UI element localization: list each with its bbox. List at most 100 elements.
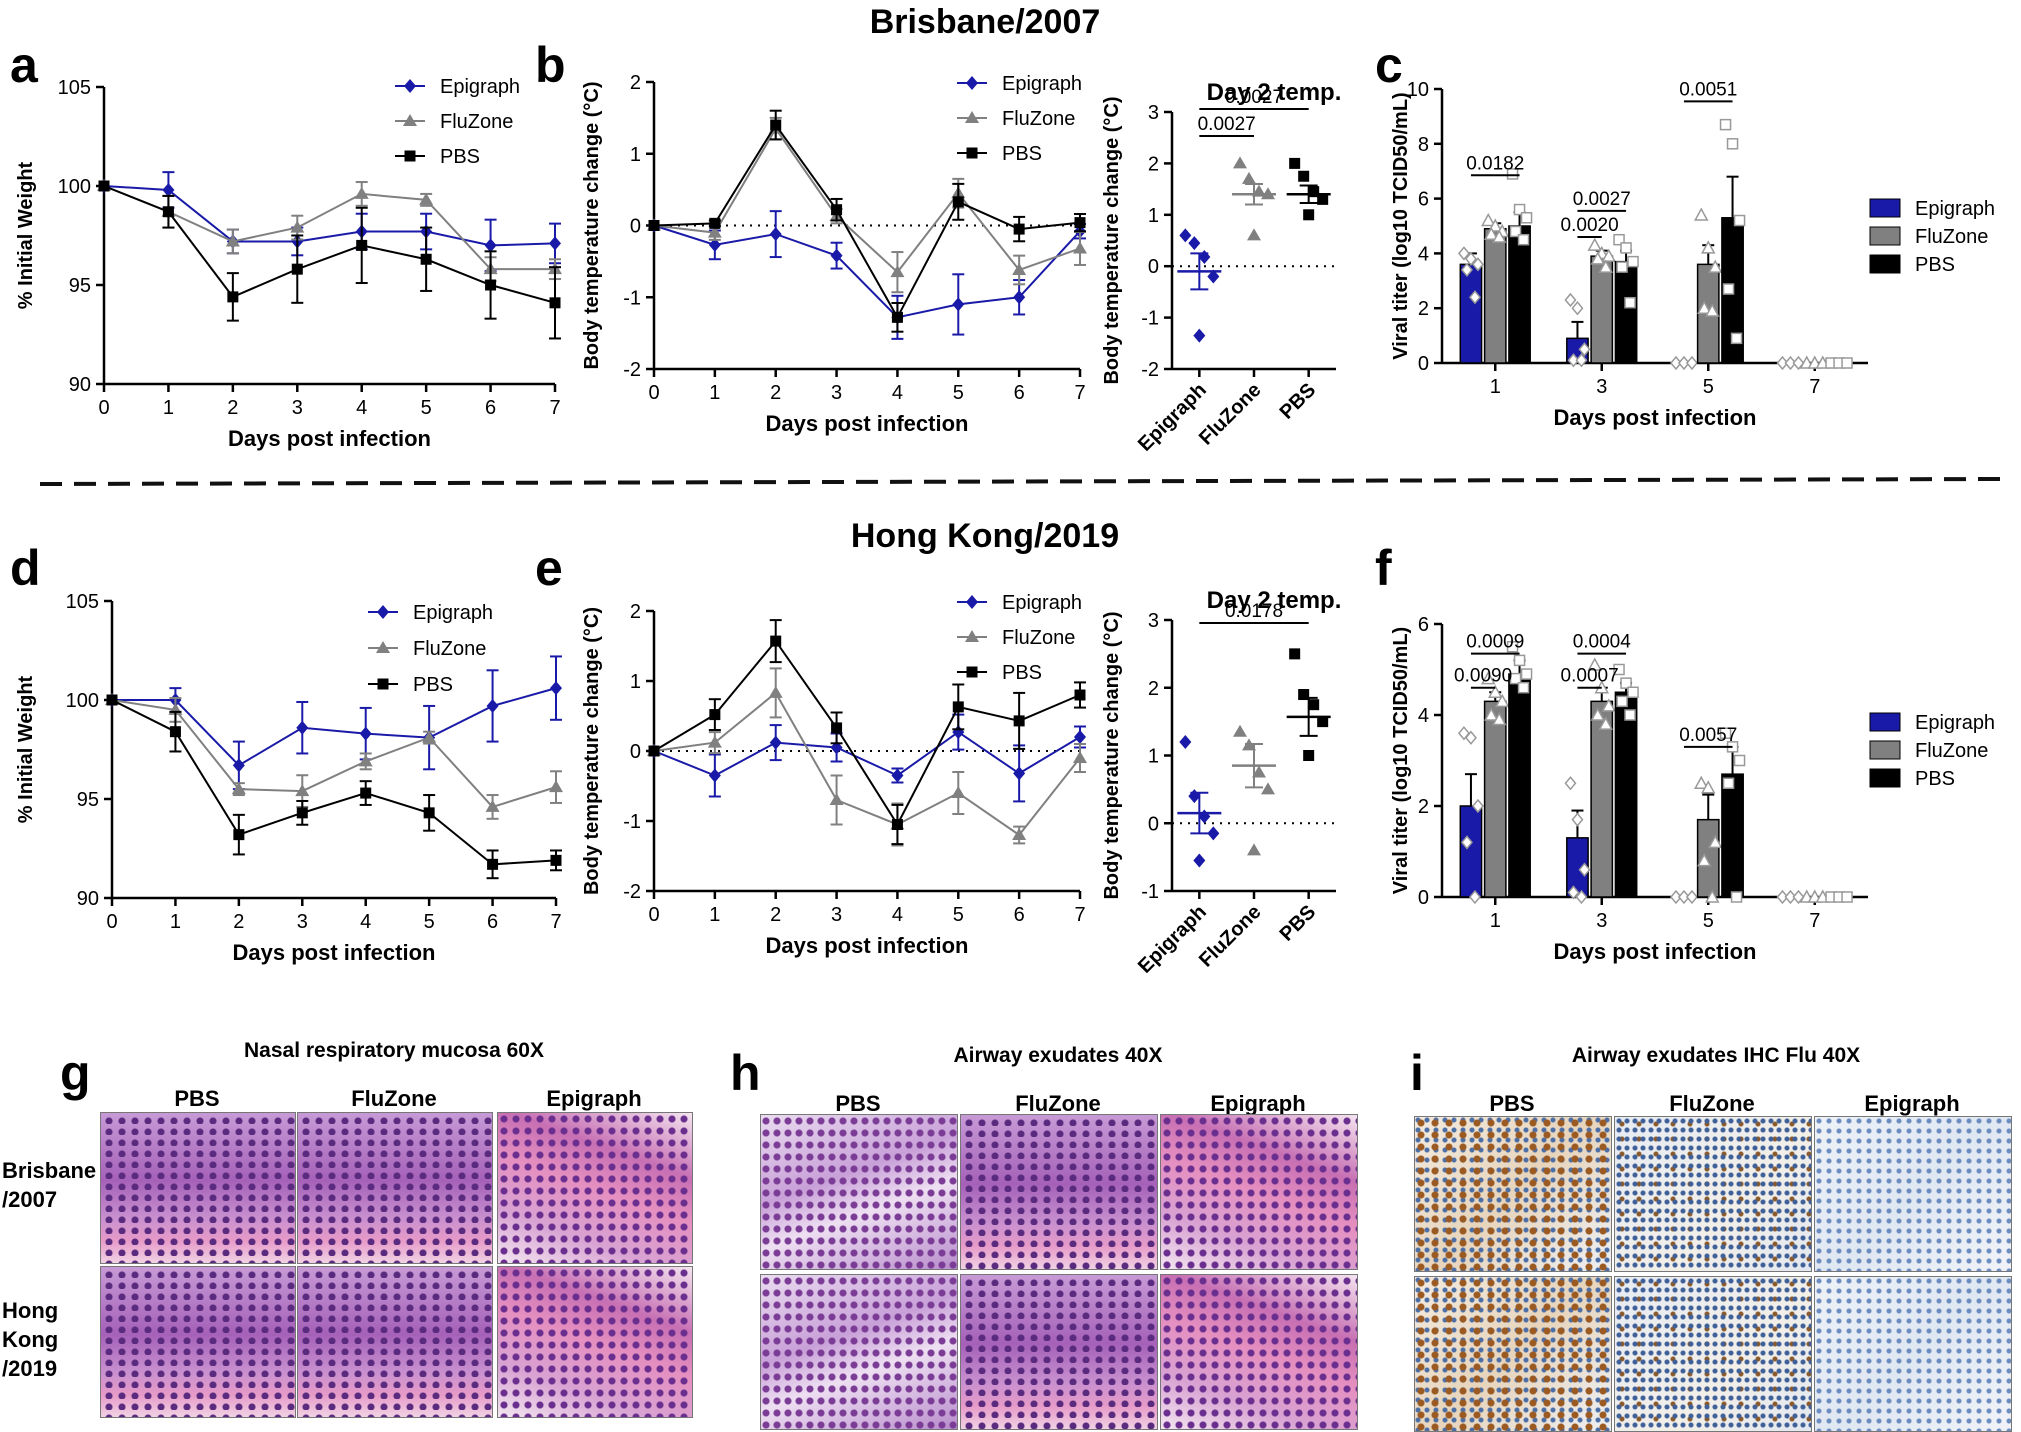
histology-image-h-1-1 xyxy=(960,1274,1158,1430)
legend-marker xyxy=(404,79,416,93)
individual-point xyxy=(1207,826,1220,841)
histology-row-label: Hong xyxy=(2,1298,58,1323)
x-axis-label: Days post infection xyxy=(1554,939,1757,964)
y-tick-label: 105 xyxy=(58,77,91,99)
individual-point xyxy=(1567,353,1580,368)
data-point-fluzone xyxy=(295,784,310,797)
data-point-pbs xyxy=(487,858,499,870)
histology-image-g-0-2 xyxy=(497,1112,693,1264)
histology-column-label-i: FluZone xyxy=(1669,1091,1755,1116)
individual-point xyxy=(1601,698,1617,712)
x-tick-label: 5 xyxy=(1703,376,1714,398)
data-point-epigraph xyxy=(708,237,721,252)
legend-swatch xyxy=(1869,712,1901,732)
x-tick-label: 3 xyxy=(1596,376,1607,398)
individual-point xyxy=(1468,290,1481,305)
data-point-fluzone xyxy=(829,793,844,805)
y-tick-label: 1 xyxy=(1148,746,1159,768)
legend-marker xyxy=(377,678,389,690)
x-tick-label: 0 xyxy=(98,397,109,419)
legend-marker xyxy=(965,111,979,123)
data-point-pbs xyxy=(106,694,118,706)
individual-point xyxy=(1578,342,1591,357)
y-tick-label: 2 xyxy=(630,601,641,623)
data-point-pbs xyxy=(770,635,782,647)
individual-point xyxy=(1308,699,1320,711)
individual-point xyxy=(1627,255,1639,268)
x-tick-label: 1 xyxy=(170,911,181,933)
data-point-fluzone xyxy=(707,225,722,238)
x-tick-label: 2 xyxy=(770,904,781,926)
chart-f-titer-hongkong: 0 2 4 6 Viral titer (log10 TCID50/mL) 1 3 5 7 Day… xyxy=(1390,614,1995,964)
individual-point xyxy=(1491,711,1507,726)
data-point-epigraph xyxy=(769,735,782,750)
x-tick-label: 4 xyxy=(892,904,903,926)
data-point-fluzone xyxy=(290,220,305,233)
individual-point xyxy=(1491,229,1507,243)
bar-fluzone xyxy=(1483,700,1507,898)
individual-point xyxy=(1776,889,1789,905)
individual-point xyxy=(1733,754,1746,767)
individual-point xyxy=(1575,889,1588,905)
data-point-fluzone xyxy=(707,735,722,748)
x-tick-label: 3 xyxy=(831,382,842,404)
x-axis-label: Days post infection xyxy=(1554,405,1757,430)
heading-hongkong: Hong Kong/2019 xyxy=(851,517,1119,555)
individual-point xyxy=(1677,889,1690,905)
data-point-pbs xyxy=(227,291,239,303)
data-point-fluzone xyxy=(1073,241,1087,254)
y-tick-label: 2 xyxy=(1418,298,1429,320)
individual-point xyxy=(1733,214,1746,227)
p-value-label: 0.0009 xyxy=(1466,632,1524,653)
p-value-label: 0.0027 xyxy=(1198,114,1256,135)
y-tick-label: 2 xyxy=(1148,153,1159,175)
individual-point xyxy=(1730,891,1743,903)
histology-image-h-1-0 xyxy=(760,1274,958,1430)
bar-pbs xyxy=(1721,773,1744,898)
data-point-epigraph xyxy=(549,236,561,251)
bar-fluzone xyxy=(1590,700,1614,898)
individual-point xyxy=(1242,171,1256,184)
individual-point xyxy=(1707,834,1723,849)
histology-image-g-1-0 xyxy=(100,1266,296,1418)
series-line-fluzone xyxy=(111,699,557,809)
x-axis-label: Days post infection xyxy=(228,426,431,451)
histology-image-h-0-0 xyxy=(760,1114,958,1270)
chart-d-weight-hongkong: 0 1 2 3 4 5 6 7 Days post infection 90 95 100 105 % I… xyxy=(15,591,563,965)
x-tick-label: 0 xyxy=(648,904,659,926)
legend-marker xyxy=(966,595,978,609)
x-tick-label: 1 xyxy=(709,904,720,926)
individual-point xyxy=(1564,776,1577,791)
y-tick-label: -2 xyxy=(623,881,641,903)
x-tick-label: 7 xyxy=(1809,910,1820,932)
series-line-fluzone xyxy=(653,126,1081,274)
individual-point xyxy=(1704,303,1720,317)
panel-letter-e: e xyxy=(535,540,563,596)
y-tick-label: 100 xyxy=(66,690,99,712)
data-point-fluzone xyxy=(485,799,500,812)
individual-point xyxy=(1188,236,1201,251)
individual-point xyxy=(1471,257,1484,272)
panel-letter-f: f xyxy=(1375,540,1392,596)
individual-point xyxy=(1627,686,1639,698)
individual-point xyxy=(1571,301,1584,316)
data-point-pbs xyxy=(709,217,721,229)
individual-point xyxy=(1517,681,1530,694)
data-point-pbs xyxy=(770,119,782,131)
data-point-epigraph xyxy=(708,768,721,783)
individual-point xyxy=(1571,812,1584,827)
panel-letter-h: h xyxy=(730,1045,761,1101)
data-point-pbs xyxy=(709,709,721,721)
individual-point xyxy=(1468,889,1481,905)
y-tick-label: 3 xyxy=(1148,610,1159,632)
data-point-pbs xyxy=(1013,715,1025,727)
individual-point xyxy=(1506,641,1519,653)
data-point-epigraph xyxy=(952,297,965,312)
x-tick-label: 5 xyxy=(953,904,964,926)
individual-point xyxy=(1575,353,1588,368)
individual-point xyxy=(1564,292,1577,308)
y-tick-label: -1 xyxy=(623,811,641,833)
individual-point xyxy=(1317,716,1329,728)
